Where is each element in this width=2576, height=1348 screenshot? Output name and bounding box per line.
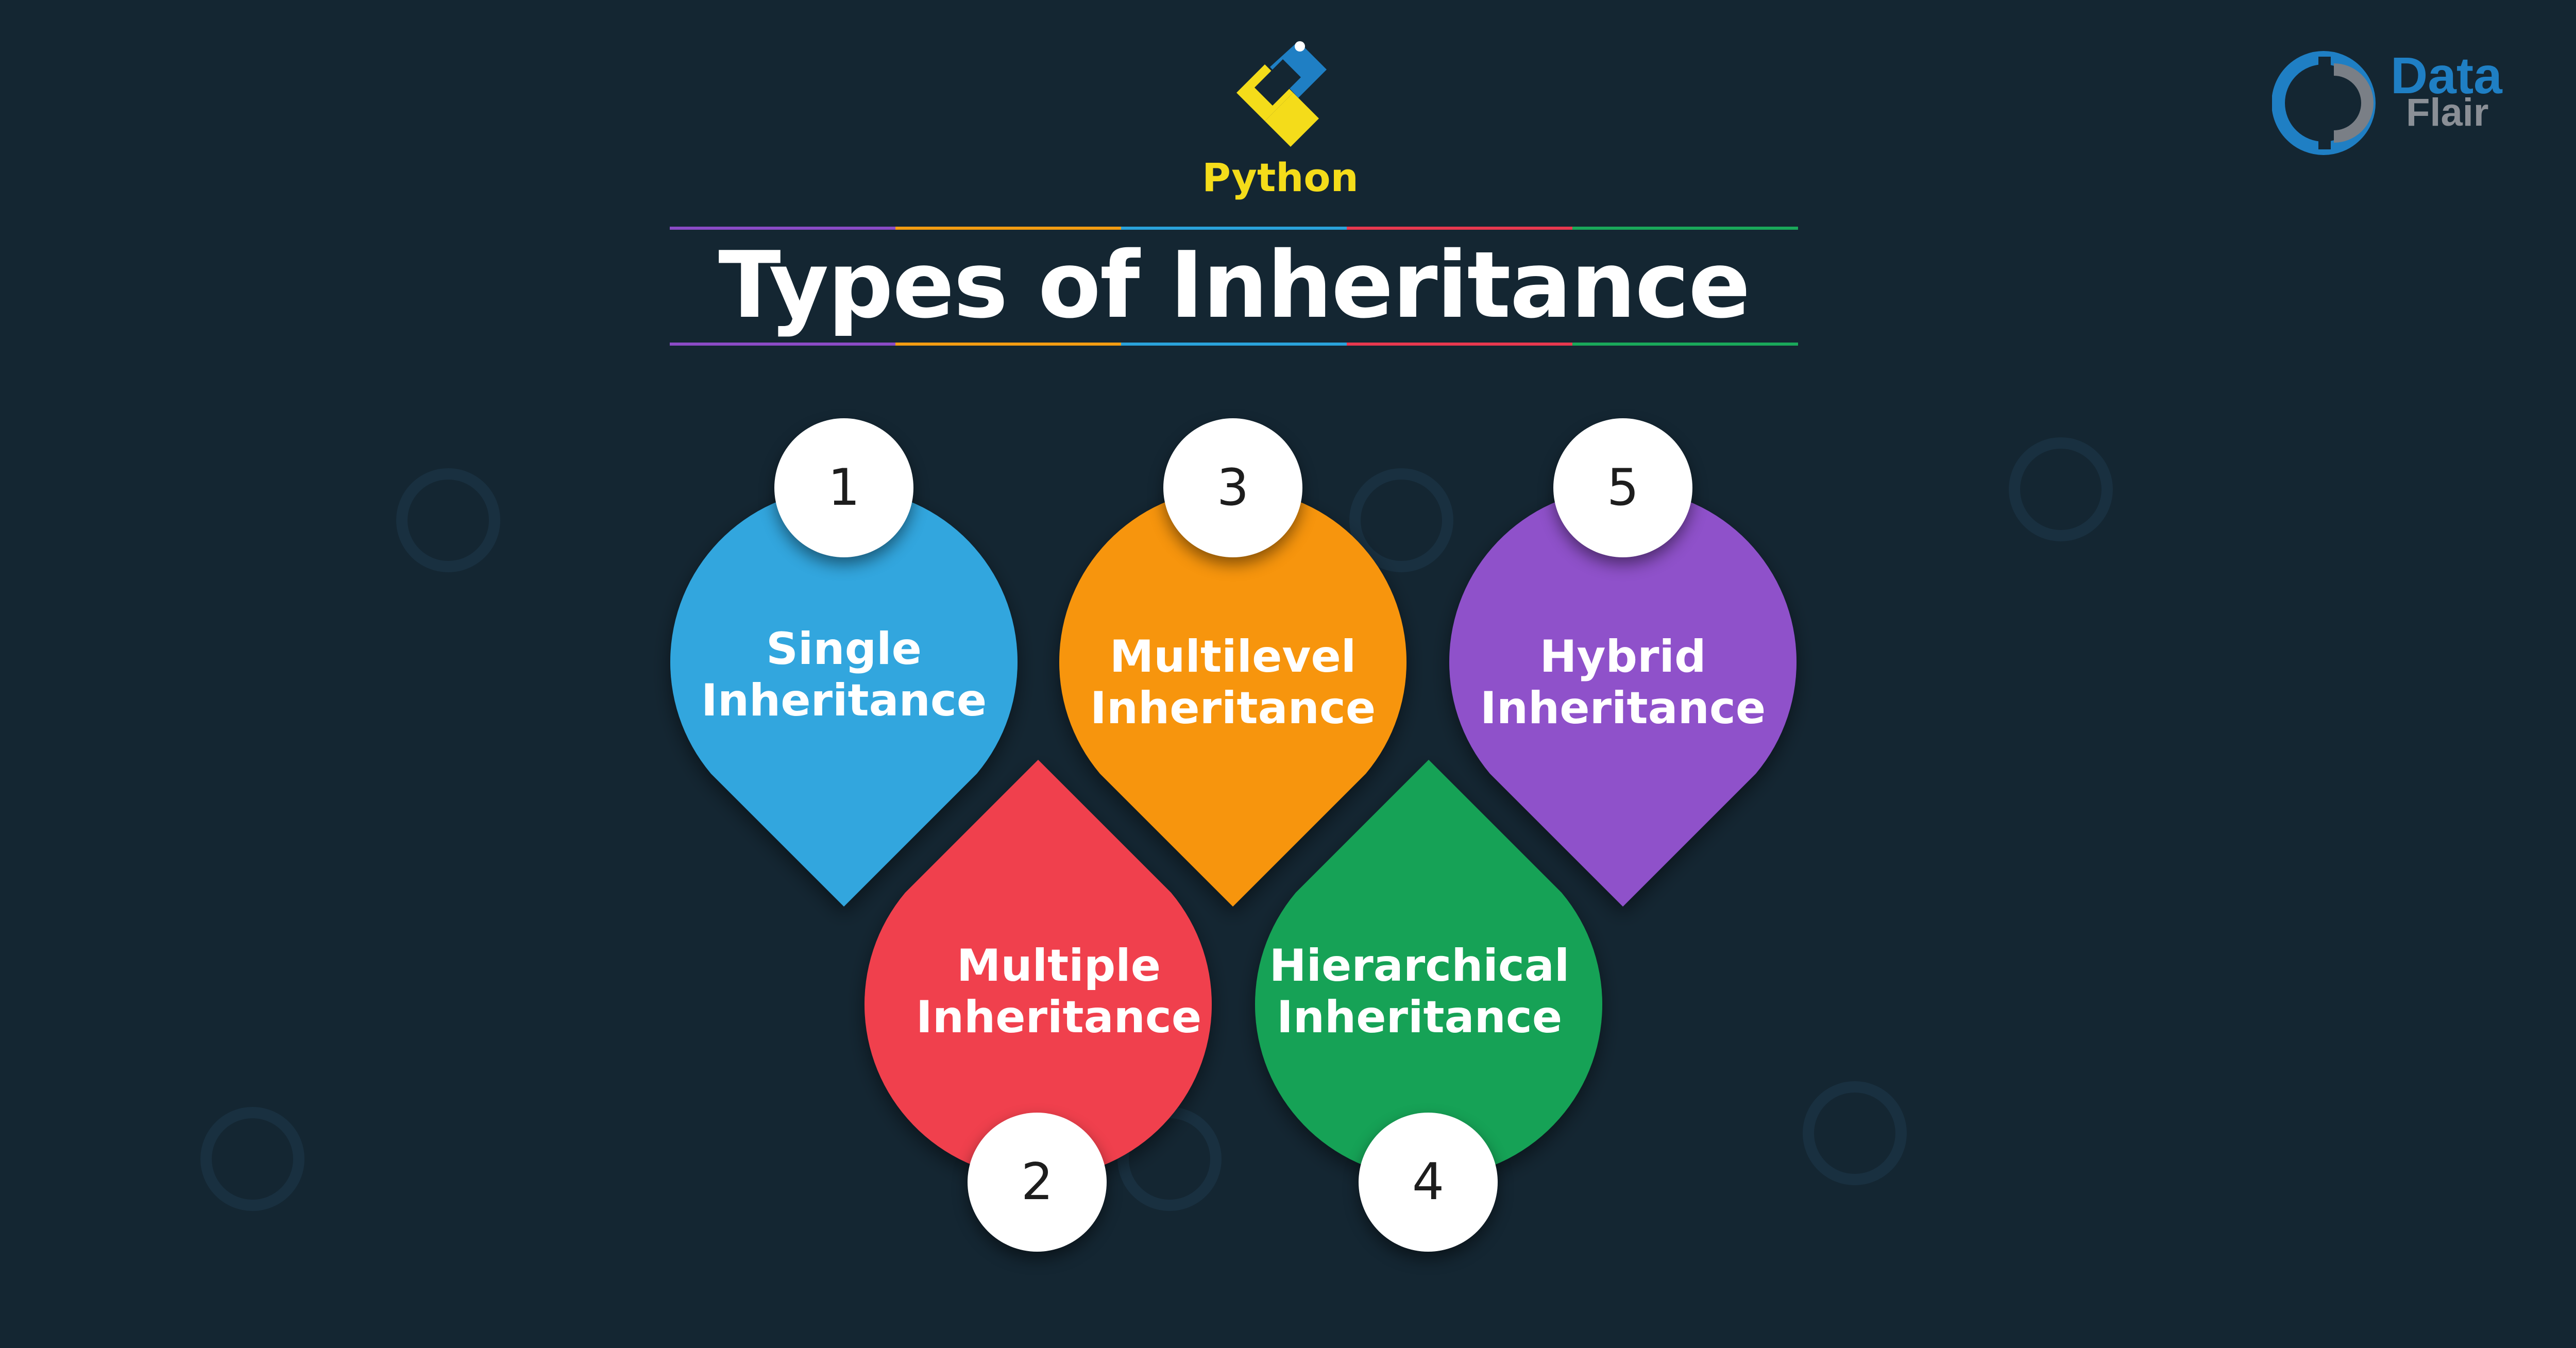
number-badge-1: 1 — [774, 418, 913, 557]
watermark-logo-icon — [1349, 468, 1453, 572]
drop-hybrid — [1449, 488, 1797, 907]
number-badge-4: 4 — [1359, 1113, 1498, 1252]
watermark-logo-icon — [2009, 437, 2113, 541]
number-badge-5: 5 — [1553, 418, 1692, 557]
label-single: Single Inheritance — [701, 623, 987, 726]
label-hierarchical: Hierarchical Inheritance — [1269, 940, 1570, 1043]
python-label: Python — [1202, 155, 1359, 200]
brand-line2: Flair — [2406, 91, 2489, 134]
watermark-logo-icon — [396, 468, 500, 572]
number-badge-2: 2 — [968, 1113, 1107, 1252]
number-badge-3: 3 — [1163, 418, 1302, 557]
drop-single — [670, 488, 1018, 907]
drop-hierarchical — [1255, 760, 1602, 1178]
top-rule — [670, 227, 1798, 230]
brand-line1: Data — [2391, 47, 2502, 105]
drop-multilevel — [1059, 488, 1406, 907]
python-logo-icon — [1236, 41, 1327, 147]
label-multilevel: Multilevel Inheritance — [1090, 631, 1376, 734]
bottom-rule — [670, 343, 1798, 346]
watermark-logo-icon — [1803, 1081, 1907, 1185]
drop-multiple — [865, 760, 1212, 1178]
label-multiple: Multiple Inheritance — [916, 940, 1202, 1043]
watermark-logo-icon — [200, 1107, 304, 1211]
label-hybrid: Hybrid Inheritance — [1480, 631, 1766, 734]
dataflair-logo-icon — [2272, 51, 2376, 155]
page-title: Types of Inheritance — [718, 232, 1750, 338]
